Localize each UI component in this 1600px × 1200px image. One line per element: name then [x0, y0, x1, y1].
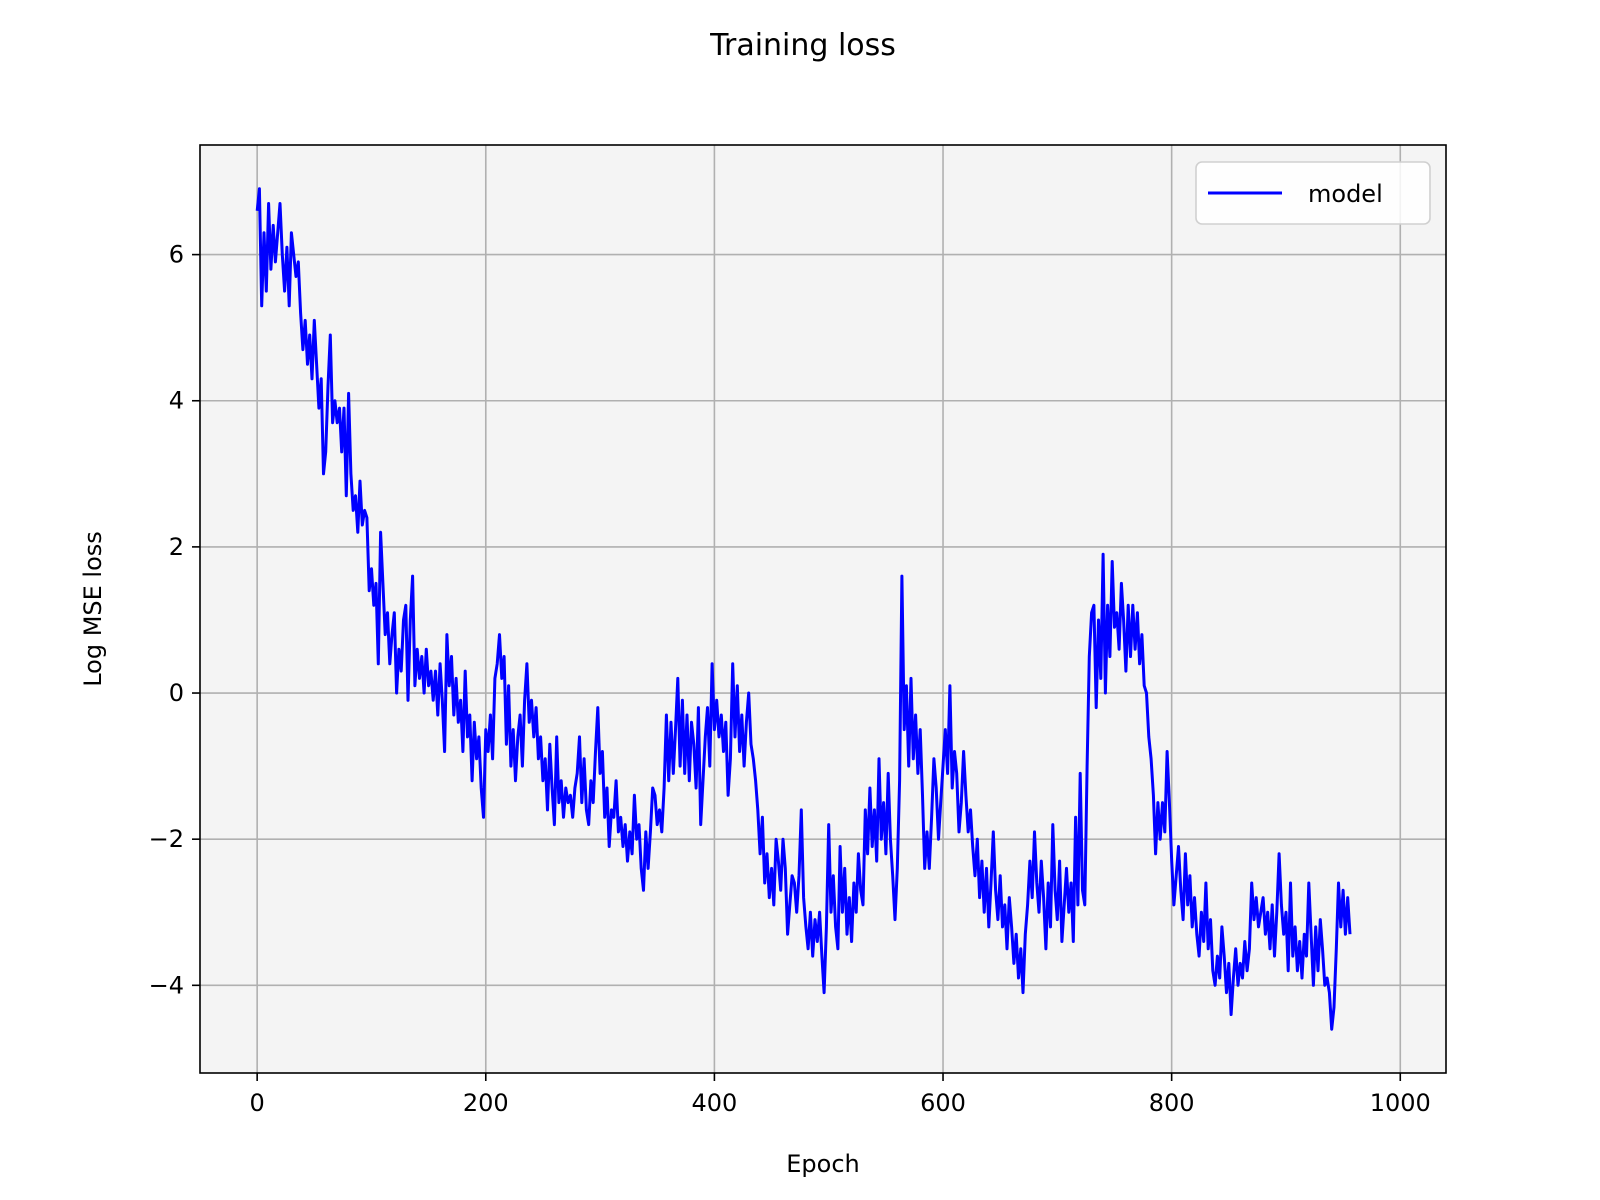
y-tick-label: 0 [169, 679, 184, 707]
x-tick-label: 400 [691, 1089, 737, 1117]
series-group [255, 187, 1352, 1031]
plot-frame [199, 144, 1447, 1074]
series-line-model [255, 187, 1352, 1031]
x-tick-label: 0 [250, 1089, 265, 1117]
y-tick-label: 2 [169, 533, 184, 561]
x-gridlines [256, 145, 1402, 1073]
x-tick-label: 800 [1149, 1089, 1195, 1117]
x-axis: 0 200 400 600 800 1000 [250, 1073, 1431, 1117]
legend-box [1195, 161, 1431, 225]
y-tick-label: −2 [149, 825, 184, 853]
y-axis: −4 −2 0 2 4 6 [149, 241, 200, 999]
legend: model [1195, 161, 1431, 225]
plot-background [200, 145, 1446, 1073]
x-tick-label: 200 [463, 1089, 509, 1117]
x-tick-label: 600 [920, 1089, 966, 1117]
y-tick-label: 6 [169, 241, 184, 269]
y-axis-label: Log MSE loss [79, 531, 107, 687]
legend-label-model: model [1308, 180, 1383, 208]
x-tick-label: 1000 [1370, 1089, 1431, 1117]
x-axis-label: Epoch [786, 1150, 860, 1178]
y-tick-label: 4 [169, 387, 184, 415]
plot-area [199, 144, 1447, 1074]
y-tick-label: −4 [149, 971, 184, 999]
chart-title: Training loss [709, 28, 896, 63]
